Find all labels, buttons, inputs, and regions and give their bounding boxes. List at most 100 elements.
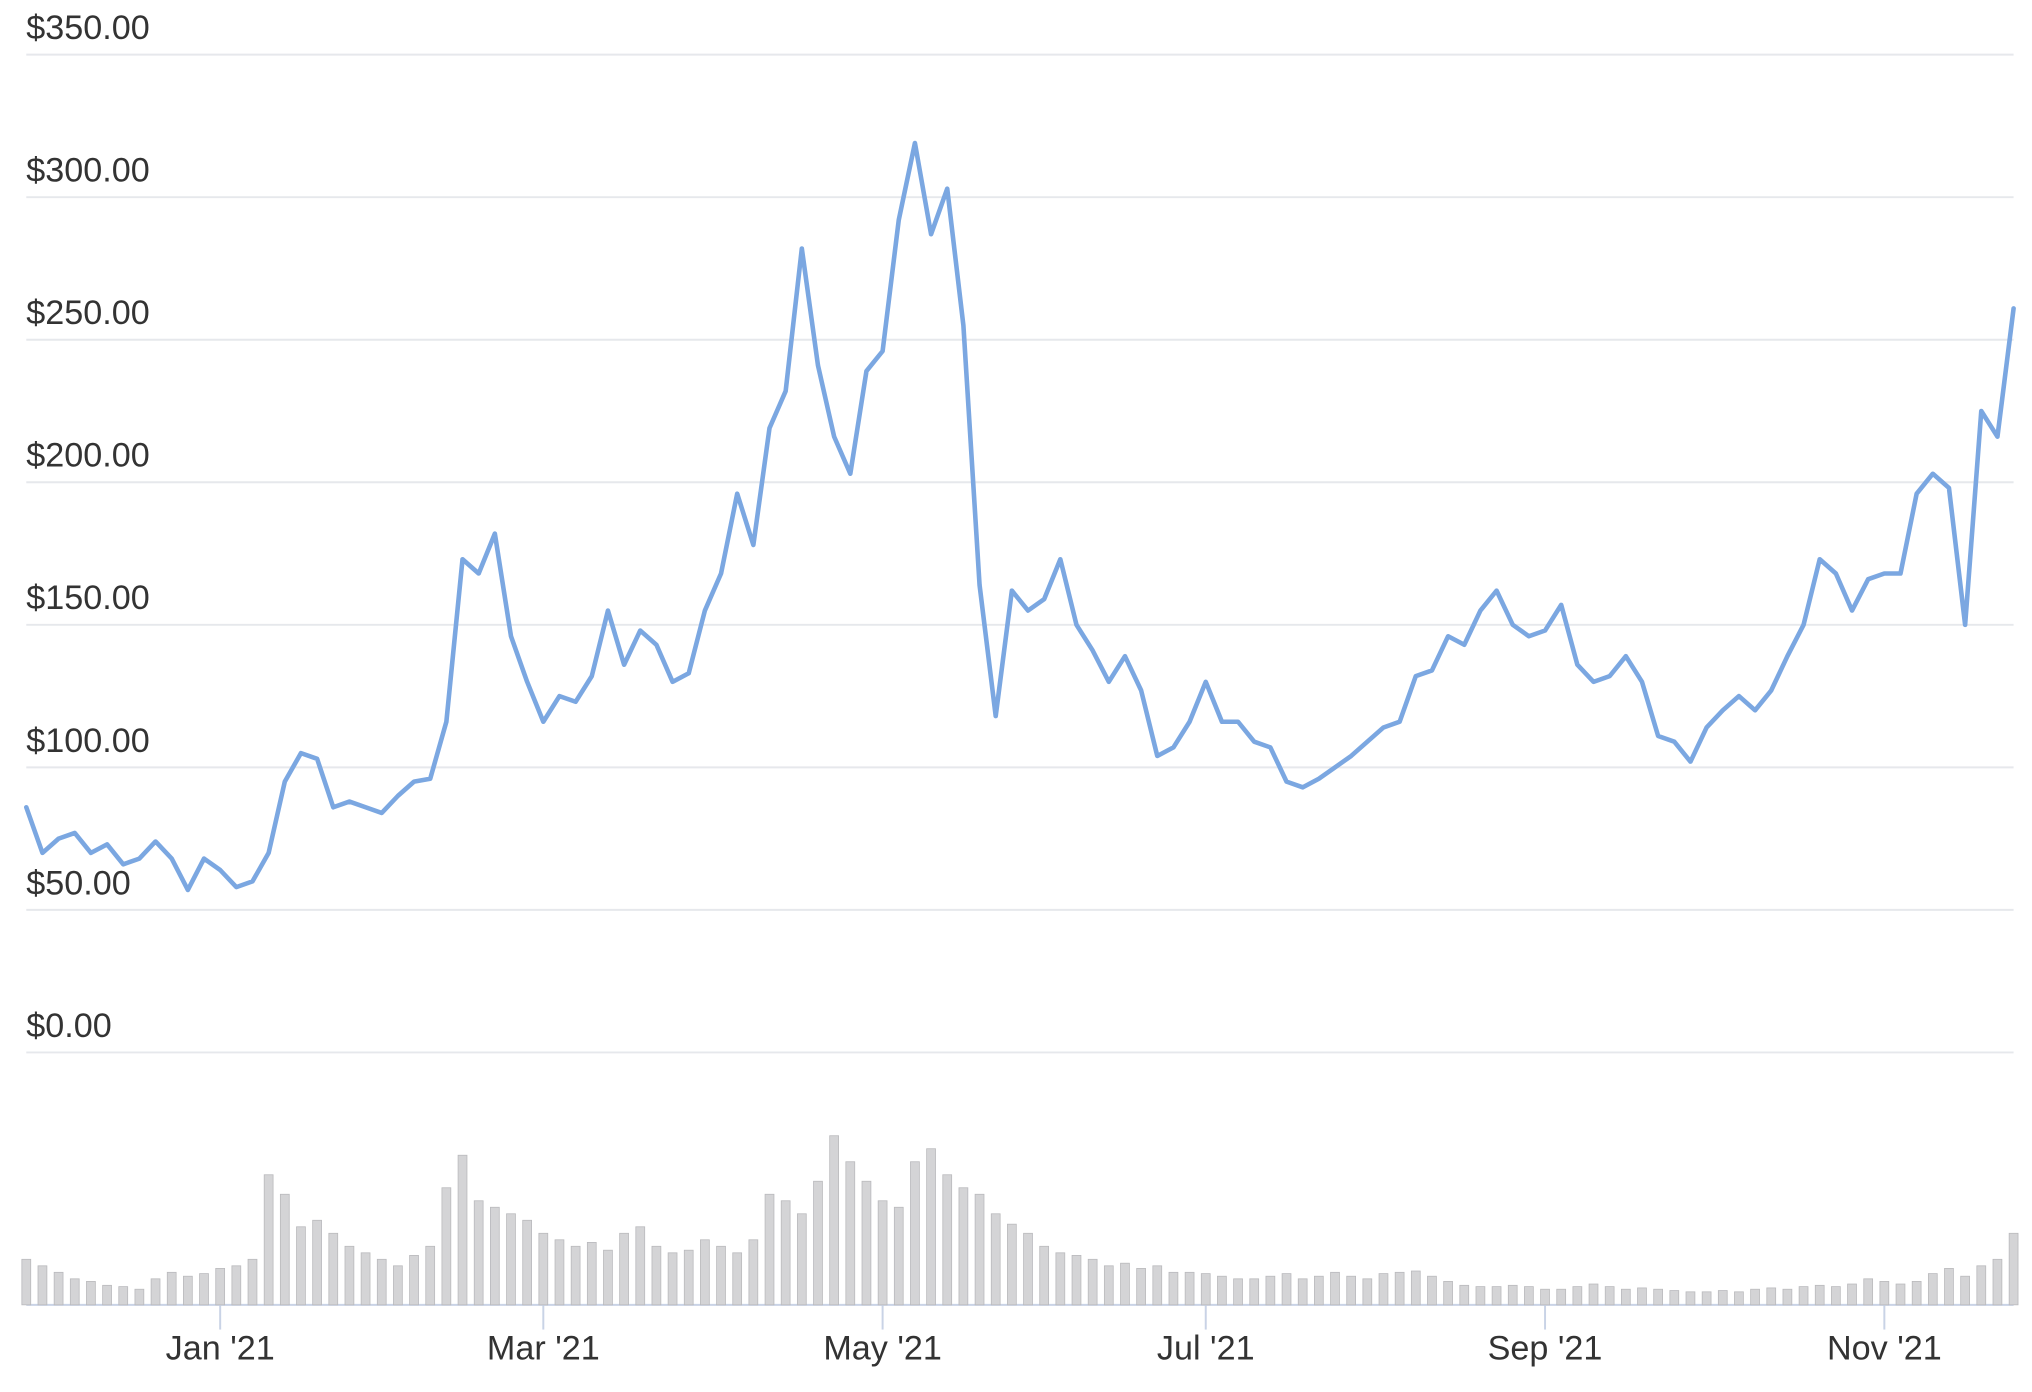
volume-bar: [732, 1252, 743, 1306]
volume-bar: [1378, 1273, 1389, 1306]
volume-bar: [1976, 1265, 1987, 1306]
volume-bar: [910, 1161, 920, 1306]
volume-bar: [102, 1284, 112, 1306]
volume-bar: [215, 1268, 226, 1306]
volume-bar: [570, 1245, 581, 1306]
y-tick-label: $350.00: [26, 9, 149, 47]
volume-bar: [328, 1232, 339, 1306]
volume-bar: [279, 1193, 290, 1306]
volume-bar: [1314, 1275, 1324, 1306]
volume-bar: [1766, 1287, 1777, 1306]
volume-bar: [118, 1286, 129, 1306]
volume-bar: [1200, 1273, 1211, 1306]
volume-bar: [1750, 1288, 1760, 1306]
volume-bar: [1847, 1283, 1857, 1306]
volume-bar: [1120, 1262, 1130, 1306]
volume-bar: [1507, 1284, 1518, 1306]
x-tick-label: Jan '21: [166, 1330, 275, 1368]
volume-bar: [1524, 1286, 1534, 1306]
volume-bar: [1184, 1271, 1195, 1306]
volume-bar: [1443, 1281, 1453, 1306]
volume-bar: [247, 1258, 258, 1306]
volume-bar: [683, 1249, 694, 1306]
volume-bar: [990, 1213, 1001, 1306]
volume-bar: [1346, 1275, 1356, 1306]
volume-bar: [1798, 1286, 1809, 1306]
volume-bar: [1734, 1291, 1744, 1306]
volume-bar: [1588, 1283, 1599, 1306]
volume-bar: [861, 1180, 872, 1306]
x-tick-label: Jul '21: [1157, 1330, 1255, 1368]
volume-bar: [1265, 1275, 1276, 1306]
volume-bar: [700, 1239, 710, 1306]
volume-bar: [490, 1206, 500, 1306]
y-tick-label: $50.00: [26, 864, 130, 902]
volume-bar: [21, 1258, 32, 1306]
volume-bar: [2008, 1232, 2019, 1306]
volume-bar: [893, 1206, 904, 1306]
volume-bar: [1620, 1288, 1631, 1306]
volume-bar: [1394, 1271, 1405, 1306]
volume-bar: [231, 1265, 242, 1306]
y-tick-label: $200.00: [26, 437, 149, 475]
volume-bar: [845, 1161, 856, 1306]
volume-bar: [764, 1193, 775, 1306]
volume-bar: [780, 1200, 791, 1306]
volume-bar: [1362, 1278, 1373, 1306]
volume-bar: [926, 1148, 936, 1306]
volume-bar: [166, 1271, 177, 1306]
volume-bar: [1911, 1281, 1922, 1306]
volume-bar: [1410, 1270, 1421, 1306]
volume-bar: [1023, 1232, 1033, 1306]
volume-bar: [1136, 1268, 1146, 1306]
volume-bar: [53, 1271, 64, 1306]
volume-bar: [183, 1275, 193, 1306]
y-tick-label: $250.00: [26, 294, 149, 332]
volume-bar: [1572, 1286, 1583, 1306]
volume-bar: [1701, 1291, 1712, 1306]
volume-bar: [1653, 1288, 1663, 1306]
y-tick-label: $300.00: [26, 152, 149, 190]
volume-bar: [1233, 1278, 1243, 1306]
volume-bar: [619, 1232, 629, 1306]
volume-bar: [1669, 1290, 1680, 1306]
volume-bar: [1491, 1286, 1502, 1306]
volume-bar: [522, 1219, 532, 1306]
volume-bar: [1895, 1283, 1906, 1306]
y-tick-label: $100.00: [26, 722, 149, 760]
y-tick-label: $150.00: [26, 579, 149, 617]
volume-bar: [360, 1252, 371, 1306]
volume-bar: [1152, 1265, 1163, 1306]
volume-bar: [425, 1245, 436, 1306]
volume-bar: [263, 1174, 274, 1306]
volume-bar: [1071, 1255, 1082, 1306]
volume-bar: [1459, 1284, 1470, 1306]
volume-bar: [1604, 1286, 1615, 1306]
volume-bar: [473, 1200, 484, 1306]
volume-bar: [586, 1242, 597, 1306]
volume-bar: [1540, 1288, 1550, 1306]
volume-bar: [1297, 1278, 1308, 1306]
volume-bar: [877, 1200, 888, 1306]
volume-bar: [441, 1187, 452, 1306]
volume-bar: [829, 1135, 839, 1306]
volume-bar: [1863, 1278, 1874, 1306]
x-tick-label: May '21: [823, 1330, 942, 1368]
x-tick-label: Sep '21: [1488, 1330, 1603, 1368]
volume-bar: [1717, 1290, 1728, 1306]
volume-bar: [457, 1154, 468, 1306]
volume-bar: [716, 1245, 726, 1306]
volume-bar: [1103, 1265, 1114, 1306]
volume-bar: [651, 1245, 662, 1306]
volume-bar: [1992, 1258, 2003, 1306]
volume-bar: [37, 1265, 48, 1306]
volume-bar: [635, 1226, 646, 1306]
volume-bar: [1055, 1252, 1066, 1306]
volume-bar: [1831, 1286, 1841, 1306]
volume-bar: [538, 1232, 549, 1306]
price-line: [23, 140, 2016, 893]
volume-bar: [1960, 1275, 1970, 1306]
y-tick-label: $0.00: [26, 1007, 111, 1045]
